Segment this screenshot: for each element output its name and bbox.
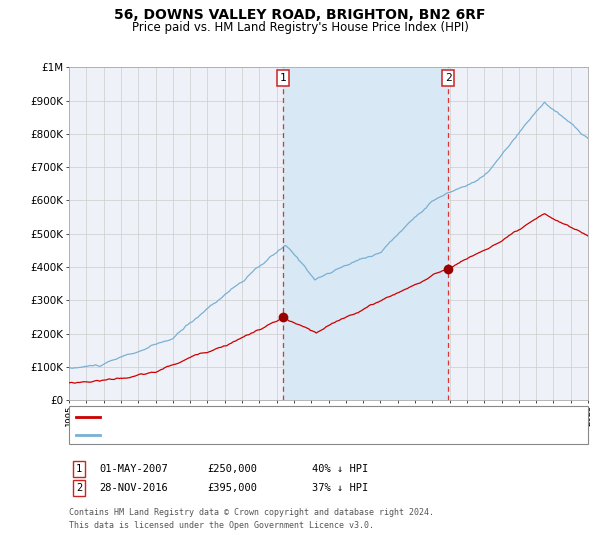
Text: £395,000: £395,000 xyxy=(207,483,257,493)
Text: This data is licensed under the Open Government Licence v3.0.: This data is licensed under the Open Gov… xyxy=(69,521,374,530)
Text: 40% ↓ HPI: 40% ↓ HPI xyxy=(312,464,368,474)
Text: 01-MAY-2007: 01-MAY-2007 xyxy=(99,464,168,474)
Text: 2: 2 xyxy=(76,483,82,493)
Text: £250,000: £250,000 xyxy=(207,464,257,474)
Text: 2: 2 xyxy=(445,73,452,83)
Bar xyxy=(283,67,448,400)
Text: Price paid vs. HM Land Registry's House Price Index (HPI): Price paid vs. HM Land Registry's House … xyxy=(131,21,469,34)
Text: 1: 1 xyxy=(280,73,286,83)
Text: 56, DOWNS VALLEY ROAD, BRIGHTON, BN2 6RF: 56, DOWNS VALLEY ROAD, BRIGHTON, BN2 6RF xyxy=(114,8,486,22)
Text: 1: 1 xyxy=(76,464,82,474)
Text: Contains HM Land Registry data © Crown copyright and database right 2024.: Contains HM Land Registry data © Crown c… xyxy=(69,508,434,517)
Text: 28-NOV-2016: 28-NOV-2016 xyxy=(99,483,168,493)
Text: 56, DOWNS VALLEY ROAD, BRIGHTON, BN2 6RF (detached house): 56, DOWNS VALLEY ROAD, BRIGHTON, BN2 6RF… xyxy=(105,412,447,422)
Text: 37% ↓ HPI: 37% ↓ HPI xyxy=(312,483,368,493)
Text: HPI: Average price, detached house, Brighton and Hove: HPI: Average price, detached house, Brig… xyxy=(105,430,423,440)
